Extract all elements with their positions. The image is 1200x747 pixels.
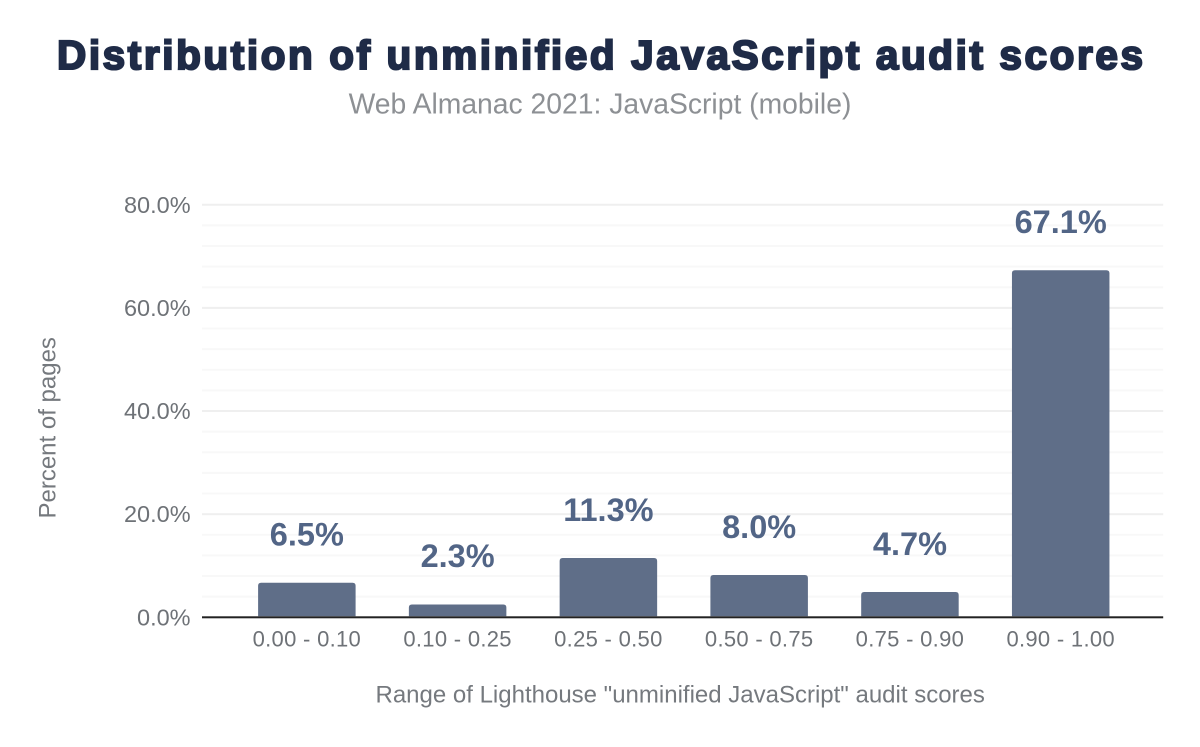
svg-text:Percent of pages: Percent of pages [35,337,62,518]
svg-text:0.50 - 0.75: 0.50 - 0.75 [705,627,814,652]
svg-text:60.0%: 60.0% [124,295,191,321]
svg-text:Range of Lighthouse "unminifie: Range of Lighthouse "unminified JavaScri… [376,682,985,709]
svg-text:Web Almanac 2021: JavaScript (: Web Almanac 2021: JavaScript (mobile) [349,88,852,120]
svg-text:4.7%: 4.7% [873,526,947,562]
svg-text:20.0%: 20.0% [124,501,191,527]
svg-text:0.0%: 0.0% [137,604,191,630]
svg-text:0.75 - 0.90: 0.75 - 0.90 [856,627,965,652]
svg-text:2.3%: 2.3% [421,538,495,574]
svg-text:11.3%: 11.3% [563,492,653,528]
svg-text:Distribution of unminified Jav: Distribution of unminified JavaScript au… [57,32,1146,78]
svg-text:0.00 - 0.10: 0.00 - 0.10 [253,627,362,652]
svg-text:0.10 - 0.25: 0.10 - 0.25 [403,627,512,652]
svg-text:0.25 - 0.50: 0.25 - 0.50 [554,627,663,652]
svg-text:8.0%: 8.0% [722,509,796,545]
svg-text:67.1%: 67.1% [1015,204,1107,240]
svg-text:80.0%: 80.0% [124,192,191,218]
svg-text:0.90 - 1.00: 0.90 - 1.00 [1006,627,1115,652]
svg-text:40.0%: 40.0% [124,398,191,424]
svg-text:6.5%: 6.5% [270,517,344,553]
